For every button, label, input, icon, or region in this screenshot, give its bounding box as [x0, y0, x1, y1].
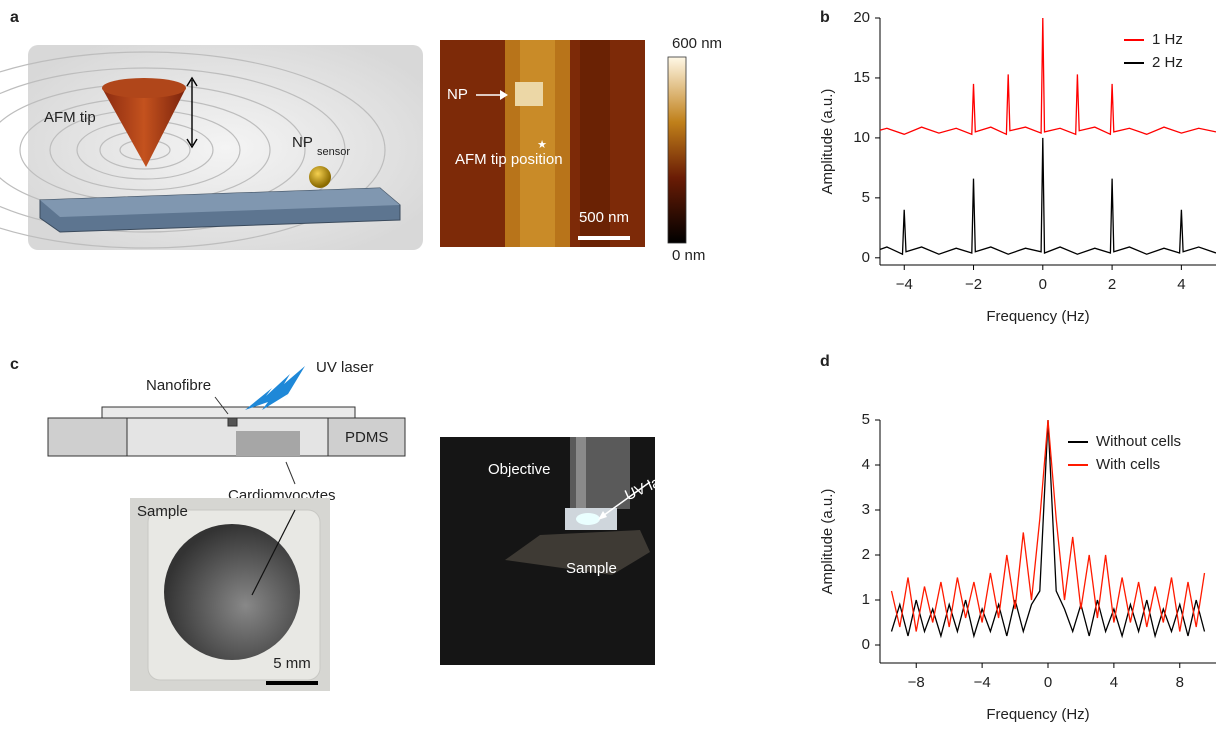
uv-laser-label: UV laser	[316, 359, 374, 376]
x-tick-label: 0	[1039, 276, 1047, 293]
y-tick-label: 2	[862, 546, 870, 563]
setup-photo	[440, 437, 738, 665]
scale-bar-label: 500 nm	[579, 209, 629, 226]
afm-illustration	[0, 45, 423, 250]
x-axis-title: Frequency (Hz)	[986, 308, 1089, 325]
legend-label: 1 Hz	[1152, 31, 1183, 48]
device-schematic	[47, 366, 406, 485]
series-line	[880, 18, 1216, 136]
x-tick-label: 8	[1176, 674, 1184, 691]
star: ★	[537, 139, 547, 151]
x-tick-label: −4	[974, 674, 991, 691]
x-tick-label: 0	[1044, 674, 1052, 691]
y-tick-label: 1	[862, 591, 870, 608]
photo-sample-label: Sample	[566, 560, 617, 577]
x-tick-label: −2	[965, 276, 982, 293]
sample-label: Sample	[137, 503, 188, 520]
y-tick-label: 10	[853, 129, 870, 146]
panel-label: d	[820, 353, 830, 370]
arrow-head	[500, 90, 508, 100]
colorbar-max: 600 nm	[672, 35, 722, 52]
y-axis-title: Amplitude (a.u.)	[819, 89, 836, 195]
pdms-label: PDMS	[345, 429, 388, 446]
x-tick-label: −4	[896, 276, 913, 293]
y-tick-label: 4	[862, 456, 870, 473]
y-tick-label: 0	[862, 636, 870, 653]
colorbar-min: 0 nm	[672, 247, 705, 264]
image-np-label: NP	[447, 86, 468, 103]
x-tick-label: 4	[1177, 276, 1185, 293]
y-tick-label: 3	[862, 501, 870, 518]
nanofibre-label: Nanofibre	[146, 377, 211, 394]
y-tick-label: 5	[862, 411, 870, 428]
x-tick-label: 4	[1110, 674, 1118, 691]
x-tick-label: −8	[908, 674, 925, 691]
y-tick-label: 15	[853, 69, 870, 86]
legend-label: With cells	[1096, 456, 1160, 473]
colorbar	[667, 56, 687, 244]
y-axis-title: Amplitude (a.u.)	[819, 489, 836, 595]
legend-label: Without cells	[1096, 433, 1181, 450]
panel-label: c	[10, 356, 19, 373]
np-subscript: sensor	[317, 146, 350, 158]
sample-photo	[130, 498, 330, 691]
tip-position-label: AFM tip position	[455, 151, 563, 168]
y-tick-label: 0	[862, 249, 870, 266]
x-axis-title: Frequency (Hz)	[986, 706, 1089, 723]
scale-mm-label: 5 mm	[273, 655, 311, 672]
objective-label: Objective	[488, 461, 551, 478]
panel-label: b	[820, 9, 830, 26]
panel-label: a	[10, 9, 19, 26]
afm-tip-label: AFM tip	[44, 109, 96, 126]
x-tick-label: 2	[1108, 276, 1116, 293]
legend-label: 2 Hz	[1152, 54, 1183, 71]
y-tick-label: 5	[862, 189, 870, 206]
series-line	[890, 420, 1206, 639]
y-tick-label: 20	[853, 9, 870, 26]
scale-cm-label: 5 cm	[696, 627, 729, 644]
np-label: NP	[292, 134, 313, 151]
series-line	[880, 137, 1216, 256]
series-line	[890, 420, 1206, 632]
afm-image	[440, 40, 645, 247]
